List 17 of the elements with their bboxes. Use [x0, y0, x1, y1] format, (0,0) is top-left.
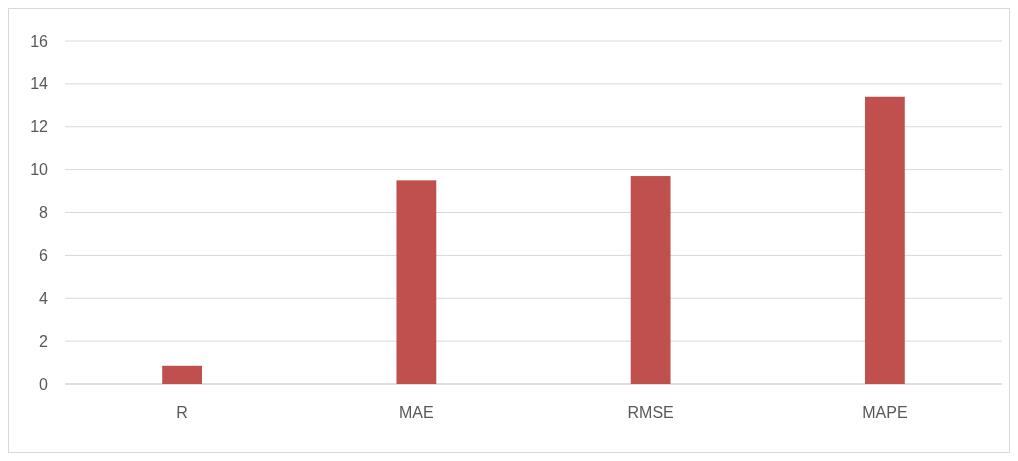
y-tick-label: 2 — [39, 332, 49, 350]
y-tick-label: 12 — [30, 118, 49, 136]
bar — [396, 180, 437, 384]
y-tick-label: 6 — [39, 246, 49, 264]
bar — [162, 365, 203, 384]
y-tick-label: 8 — [39, 204, 49, 222]
x-tick-label: MAE — [399, 404, 434, 421]
y-tick-label: 4 — [39, 289, 49, 307]
bar — [864, 96, 905, 384]
bar — [630, 176, 671, 384]
y-tick-label: 0 — [39, 375, 49, 393]
y-tick-label: 16 — [30, 32, 49, 50]
y-tick-label: 14 — [30, 75, 49, 93]
x-tick-label: RMSE — [627, 404, 674, 421]
x-tick-label: MAPE — [862, 404, 908, 421]
x-tick-label: R — [176, 404, 188, 421]
y-tick-label: 10 — [30, 161, 49, 179]
